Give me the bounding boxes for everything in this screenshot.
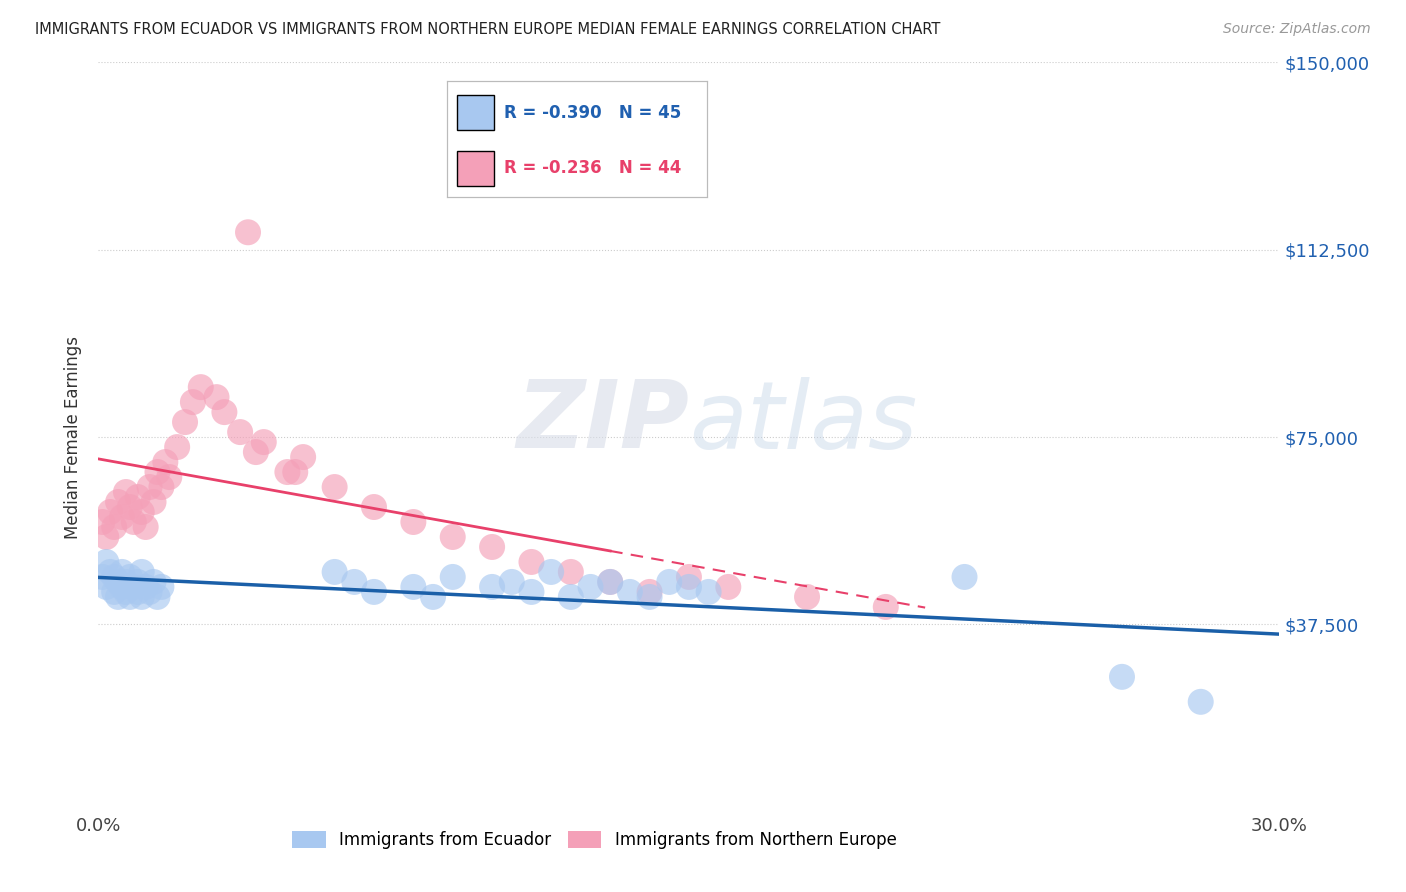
Point: [118, 570, 141, 584]
Point: [135, 580, 157, 594]
Point: [953, 570, 976, 584]
Point: [481, 580, 503, 594]
Point: [118, 500, 141, 514]
Point: [501, 574, 523, 589]
Point: [91, 515, 114, 529]
Point: [481, 540, 503, 554]
Point: [658, 574, 681, 589]
Point: [540, 565, 562, 579]
Point: [1189, 695, 1212, 709]
Point: [579, 580, 602, 594]
Point: [441, 570, 464, 584]
Point: [520, 585, 543, 599]
Text: IMMIGRANTS FROM ECUADOR VS IMMIGRANTS FROM NORTHERN EUROPE MEDIAN FEMALE EARNING: IMMIGRANTS FROM ECUADOR VS IMMIGRANTS FR…: [35, 22, 941, 37]
Point: [520, 555, 543, 569]
Point: [111, 510, 134, 524]
Text: ZIP: ZIP: [516, 376, 689, 468]
Point: [245, 445, 267, 459]
Point: [127, 490, 149, 504]
Point: [619, 585, 641, 599]
Point: [135, 520, 157, 534]
Point: [284, 465, 307, 479]
Point: [236, 225, 259, 239]
Point: [115, 585, 138, 599]
Point: [127, 574, 149, 589]
Point: [103, 570, 125, 584]
Point: [107, 590, 129, 604]
Point: [103, 520, 125, 534]
Point: [253, 435, 276, 450]
Point: [96, 555, 118, 569]
Point: [131, 590, 153, 604]
Point: [678, 570, 700, 584]
Point: [560, 565, 582, 579]
Point: [122, 580, 145, 594]
Point: [422, 590, 444, 604]
Point: [323, 565, 346, 579]
Point: [796, 590, 818, 604]
Point: [91, 570, 114, 584]
Point: [638, 585, 661, 599]
Point: [122, 515, 145, 529]
Point: [155, 455, 177, 469]
Point: [678, 580, 700, 594]
Point: [142, 574, 165, 589]
Point: [292, 450, 315, 464]
Point: [441, 530, 464, 544]
Point: [599, 574, 621, 589]
Legend: Immigrants from Ecuador, Immigrants from Northern Europe: Immigrants from Ecuador, Immigrants from…: [285, 824, 903, 855]
Point: [402, 515, 425, 529]
Point: [118, 590, 141, 604]
Point: [111, 565, 134, 579]
Point: [402, 580, 425, 594]
Point: [115, 485, 138, 500]
Point: [131, 505, 153, 519]
Point: [560, 590, 582, 604]
Point: [142, 495, 165, 509]
Point: [150, 480, 173, 494]
Point: [363, 585, 385, 599]
Point: [174, 415, 197, 429]
Point: [138, 480, 160, 494]
Point: [276, 465, 298, 479]
Point: [205, 390, 228, 404]
Point: [146, 590, 169, 604]
Point: [111, 580, 134, 594]
Point: [214, 405, 236, 419]
Point: [875, 599, 897, 614]
Point: [697, 585, 720, 599]
Y-axis label: Median Female Earnings: Median Female Earnings: [65, 335, 83, 539]
Point: [127, 585, 149, 599]
Point: [717, 580, 740, 594]
Point: [103, 585, 125, 599]
Point: [96, 530, 118, 544]
Point: [181, 395, 204, 409]
Point: [343, 574, 366, 589]
Point: [115, 574, 138, 589]
Point: [107, 495, 129, 509]
Point: [131, 565, 153, 579]
Text: atlas: atlas: [689, 376, 917, 467]
Point: [107, 574, 129, 589]
Point: [599, 574, 621, 589]
Point: [166, 440, 188, 454]
Point: [1111, 670, 1133, 684]
Point: [157, 470, 180, 484]
Point: [363, 500, 385, 514]
Point: [138, 585, 160, 599]
Point: [98, 565, 121, 579]
Point: [190, 380, 212, 394]
Point: [98, 505, 121, 519]
Point: [96, 580, 118, 594]
Point: [323, 480, 346, 494]
Point: [150, 580, 173, 594]
Text: Source: ZipAtlas.com: Source: ZipAtlas.com: [1223, 22, 1371, 37]
Point: [229, 425, 252, 439]
Point: [638, 590, 661, 604]
Point: [146, 465, 169, 479]
